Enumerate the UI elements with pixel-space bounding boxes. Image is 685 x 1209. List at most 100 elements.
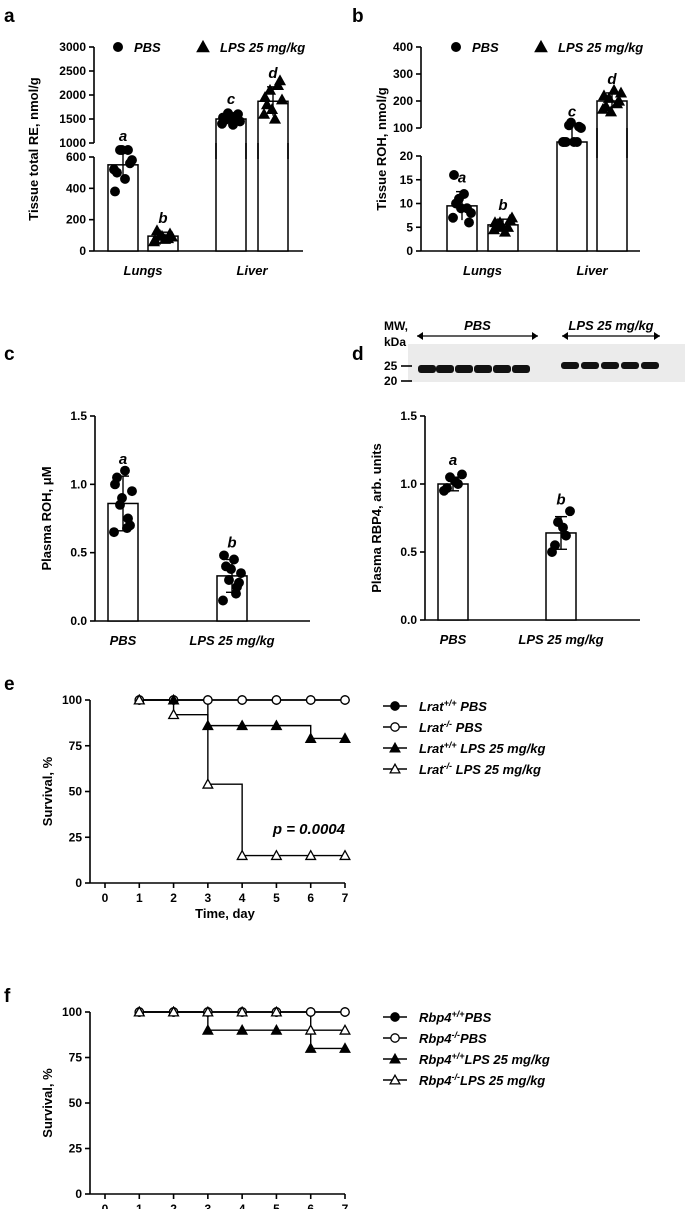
significance-letter: b — [498, 197, 507, 214]
x-category-label: Liver — [236, 263, 268, 278]
data-point — [110, 186, 120, 197]
data-point — [120, 465, 130, 476]
y-tick-label: 1.0 — [70, 477, 87, 491]
x-tick-label: 5 — [273, 891, 280, 905]
data-point — [263, 83, 277, 95]
y-tick-label: 0.5 — [400, 545, 417, 559]
significance-letter: b — [227, 535, 236, 552]
y-tick-label: 0 — [406, 244, 413, 258]
survival-point — [167, 1005, 180, 1017]
data-point — [155, 229, 169, 241]
significance-letter: a — [449, 452, 457, 469]
legend-marker-lps — [534, 39, 548, 53]
survival-point — [270, 1024, 283, 1035]
bar — [556, 141, 588, 252]
y-tick-label: 75 — [69, 1051, 83, 1065]
survival-point — [237, 695, 247, 705]
y-tick-label: 100 — [62, 1005, 82, 1019]
x-tick-label: 3 — [205, 1202, 212, 1209]
blot-marker-20: 20 — [384, 374, 398, 388]
p-value-annotation: p = 0.0004 — [272, 821, 346, 838]
survival-curve — [139, 699, 345, 857]
data-point — [110, 479, 120, 490]
data-point — [442, 483, 452, 494]
blot-band — [512, 365, 530, 373]
y-axis-label: Tissue ROH, nmol/g — [374, 87, 389, 210]
survival-point — [271, 695, 282, 705]
data-point — [268, 112, 282, 124]
data-point — [236, 568, 246, 579]
legend-label: Rbp4+/+PBS — [419, 1009, 492, 1025]
legend-marker — [390, 1033, 400, 1043]
data-point — [265, 103, 279, 115]
panel-letter-e: e — [4, 674, 15, 695]
survival-curve — [139, 699, 345, 740]
survival-point — [270, 849, 283, 861]
data-point — [558, 522, 568, 533]
survival-point — [304, 1042, 317, 1053]
x-tick-label: 1 — [136, 891, 143, 905]
y-axis-label: Plasma ROH, μM — [39, 466, 54, 570]
data-point — [569, 137, 579, 147]
survival-point — [201, 778, 214, 789]
data-point — [148, 233, 162, 245]
data-point — [273, 74, 287, 86]
panel-letter-a: a — [4, 6, 15, 27]
y-tick-label: 400 — [393, 40, 413, 54]
y-tick-label: 3000 — [59, 40, 86, 54]
survival-point — [270, 1005, 283, 1017]
data-point — [150, 224, 164, 236]
legend-label: LPS 25 mg/kg — [220, 40, 305, 55]
legend-label: Lrat-/- LPS 25 mg/kg — [419, 761, 541, 777]
y-tick-label: 15 — [400, 173, 414, 187]
x-tick-label: 3 — [205, 891, 212, 905]
data-point — [612, 94, 626, 106]
x-tick-label: 2 — [170, 1202, 177, 1209]
significance-letter: d — [268, 65, 278, 82]
blot-band — [436, 365, 454, 373]
legend-marker — [390, 701, 400, 711]
blot-band — [621, 362, 639, 369]
data-point — [233, 109, 243, 120]
survival-point — [304, 1024, 317, 1035]
y-tick-label: 75 — [69, 739, 83, 753]
data-point — [448, 212, 458, 223]
data-point — [117, 493, 127, 503]
data-point — [565, 506, 575, 517]
survival-point — [340, 1007, 350, 1017]
blot-kda-label: kDa — [384, 335, 406, 349]
survival-point — [236, 849, 249, 861]
legend-marker-lps — [196, 39, 210, 53]
y-tick-label: 0.0 — [400, 613, 417, 627]
blot-band — [641, 362, 659, 369]
y-tick-label: 200 — [393, 94, 413, 108]
x-tick-label: 7 — [342, 1202, 349, 1209]
legend-marker — [389, 741, 401, 753]
data-point — [219, 550, 229, 561]
legend-label: LPS 25 mg/kg — [558, 40, 643, 55]
x-category-label: PBS — [440, 632, 467, 647]
y-tick-label: 1000 — [59, 136, 86, 150]
x-tick-label: 2 — [170, 891, 177, 905]
data-point — [450, 476, 460, 487]
chart-panel-d: 0.0 0.5 1.0 1.5 Plasma RBP4, arb. units a PBS b… — [369, 318, 685, 647]
blot-bracket-arrow — [417, 332, 423, 340]
x-category-label: Lungs — [124, 263, 163, 278]
survival-point — [305, 1007, 316, 1017]
y-tick-label: 100 — [393, 121, 413, 135]
bar — [596, 100, 628, 252]
data-point — [218, 112, 228, 123]
x-tick-label: 0 — [102, 891, 109, 905]
y-tick-label: 1.5 — [400, 409, 417, 423]
data-point — [275, 93, 289, 105]
survival-point — [340, 695, 350, 705]
blot-band — [455, 365, 473, 373]
data-point — [566, 117, 576, 128]
legend-marker-pbs — [451, 42, 461, 52]
data-point — [488, 216, 502, 228]
legend-marker — [390, 722, 400, 732]
data-point — [503, 213, 517, 225]
data-point — [120, 173, 130, 184]
y-tick-label: 20 — [400, 149, 414, 163]
